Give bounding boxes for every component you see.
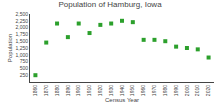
- svg-text:1870: 1870: [43, 85, 49, 96]
- svg-text:1960: 1960: [140, 85, 146, 96]
- svg-text:2020: 2020: [205, 85, 211, 96]
- svg-text:1900: 1900: [75, 85, 81, 96]
- svg-text:1910: 1910: [86, 85, 92, 96]
- svg-text:1,250: 1,250: [15, 45, 28, 51]
- svg-text:1930: 1930: [108, 85, 114, 96]
- svg-text:1950: 1950: [129, 85, 135, 96]
- svg-text:1,500: 1,500: [15, 38, 28, 44]
- svg-text:2,500: 2,500: [15, 11, 28, 17]
- svg-text:1,000: 1,000: [15, 52, 28, 58]
- svg-text:Census Year: Census Year: [105, 97, 139, 103]
- svg-text:Population: Population: [7, 34, 13, 62]
- svg-text:500: 500: [20, 65, 29, 71]
- svg-text:1920: 1920: [97, 85, 103, 96]
- svg-text:1890: 1890: [65, 85, 71, 96]
- svg-text:1970: 1970: [151, 85, 157, 96]
- svg-text:1940: 1940: [119, 85, 125, 96]
- svg-text:1990: 1990: [173, 85, 179, 96]
- svg-text:2,250: 2,250: [15, 18, 28, 24]
- svg-text:750: 750: [20, 58, 29, 64]
- svg-text:2,000: 2,000: [15, 24, 28, 30]
- svg-text:Population of Hamburg, Iowa: Population of Hamburg, Iowa: [58, 0, 162, 9]
- svg-text:1,750: 1,750: [15, 31, 28, 37]
- svg-text:2000: 2000: [184, 85, 190, 96]
- svg-text:250: 250: [20, 72, 29, 78]
- svg-text:1980: 1980: [162, 85, 168, 96]
- svg-text:1860: 1860: [32, 85, 38, 96]
- svg-text:2010: 2010: [194, 85, 200, 96]
- svg-text:1880: 1880: [54, 85, 60, 96]
